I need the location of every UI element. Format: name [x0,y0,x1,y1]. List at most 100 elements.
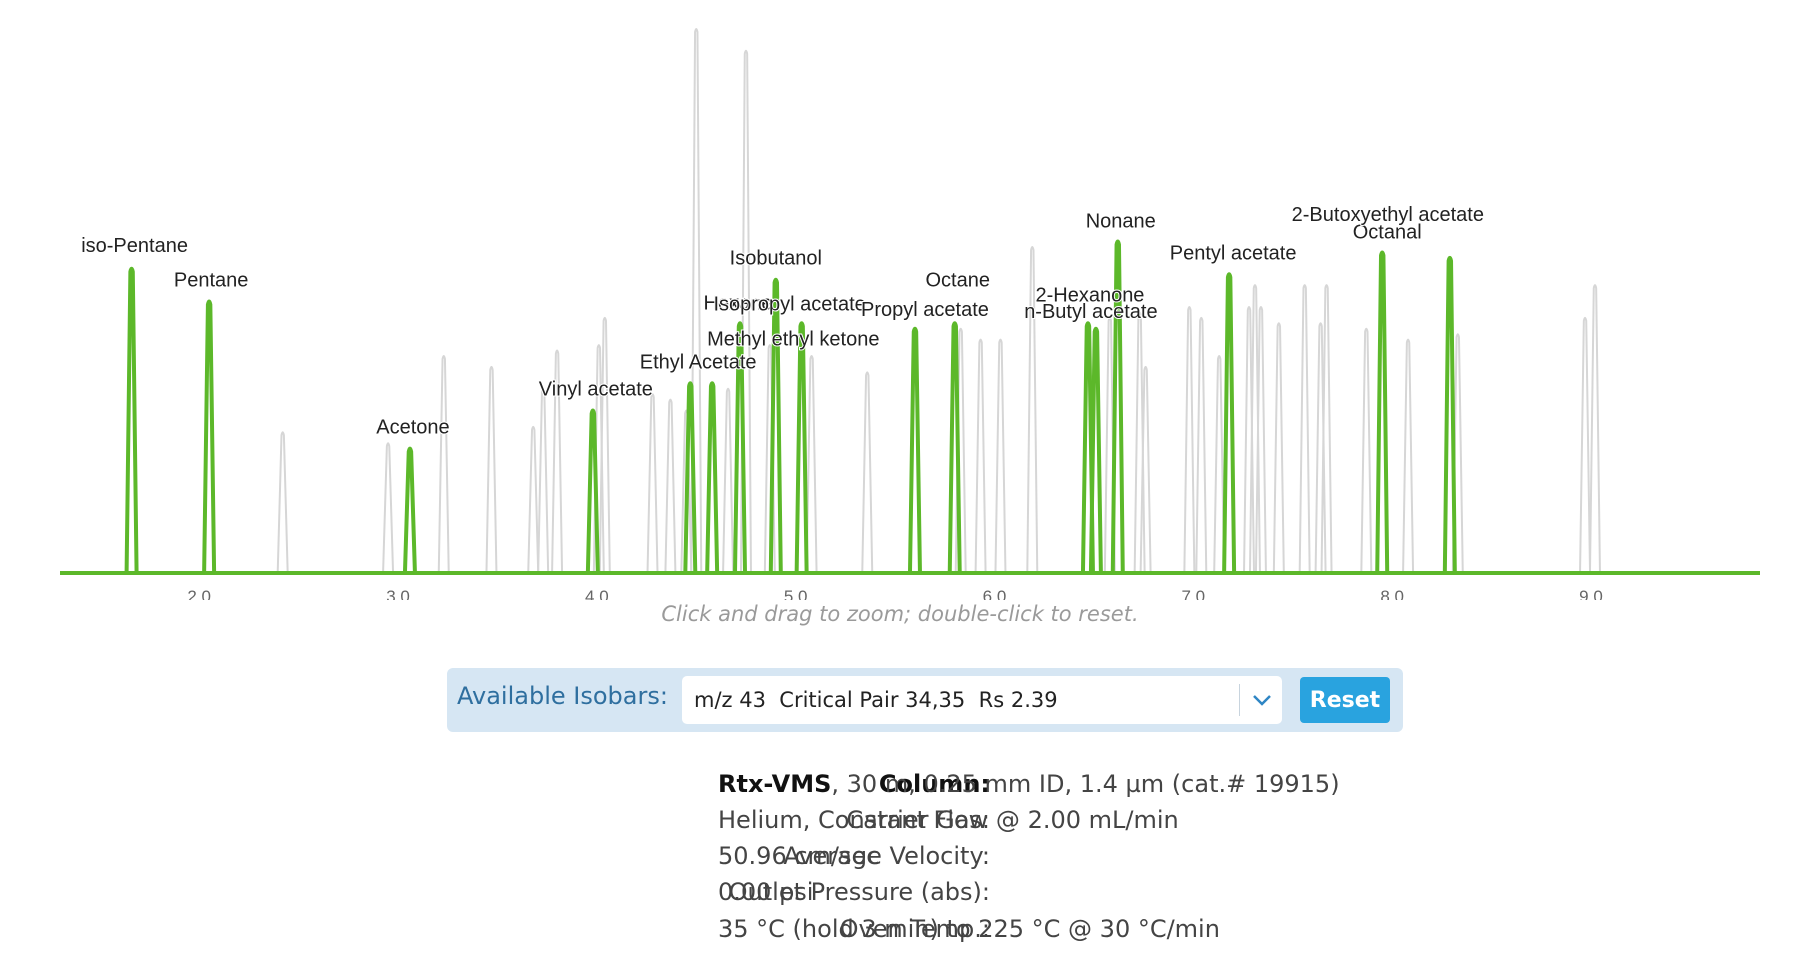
peak-ethyl-acetate[interactable] [705,381,720,574]
background-peak [1451,333,1464,574]
peak-label: Octane [925,269,989,291]
background-peak [1243,305,1256,574]
background-peak [1360,327,1373,574]
background-peak [1320,284,1333,574]
peak-label: Acetone [376,417,449,439]
background-peak [527,425,540,574]
peak-isopropyl-acetate[interactable] [794,321,809,574]
background-peak [1213,355,1226,574]
peak-2-hexanone[interactable] [1080,321,1095,574]
background-peak [1133,311,1146,574]
peak-label: iso-Pentane [81,235,188,257]
velocity-key: Average Velocity: [783,842,990,870]
x-tick-label: 4.0 [585,587,609,600]
isobar-toolbar: Available Isobars: m/z 43 Critical Pair … [447,668,1403,732]
background-peak [537,387,550,574]
background-peak [1402,338,1415,574]
peak-iso-pentane[interactable] [124,266,139,574]
background-peak [382,442,395,574]
isobar-select[interactable]: m/z 43 Critical Pair 34,35 Rs 2.39 [682,676,1282,724]
background-peak [994,338,1007,574]
peak-label: Pentane [174,270,249,292]
x-tick-label: 6.0 [983,587,1007,600]
peak-label: Ethyl Acetate [640,351,757,373]
background-peak [1026,246,1039,574]
x-tick-label: 7.0 [1182,587,1206,600]
peak-label: Propyl acetate [861,299,989,321]
peak-label: Nonane [1086,211,1156,233]
background-peak [861,371,874,574]
carrier-gas-key: Carrier Gas: [846,806,990,834]
peak-octanal[interactable] [1375,250,1390,574]
peak-vinyl-acetate[interactable] [585,408,600,574]
background-peak [722,387,735,574]
pressure-key: Outlet Pressure (abs): [728,878,990,906]
chromatogram-chart[interactable]: 2.0 3.0 4.0 5.0 6.0 7.0 8.0 9.0 iso-Pentane Pent… [0,0,1800,640]
peak-label: 2-Hexanone [1035,284,1144,306]
isobar-label: Available Isobars: [457,682,668,710]
background-peak [1195,316,1208,574]
peak-label: Hexane [704,292,773,314]
background-peak [1103,316,1116,574]
background-peak [974,338,987,574]
background-peak [1314,322,1327,574]
peak-nonane[interactable] [1110,239,1125,574]
carrier-gas-value: Helium, Constant Flow @ 2.00 mL/min [718,806,1179,834]
select-divider [1239,684,1240,716]
peak-label: Pentyl acetate [1170,242,1297,264]
peak-label: Isopropyl acetate [713,293,865,315]
background-peak [954,327,967,574]
background-peak [276,431,289,574]
background-peak [646,393,659,574]
peak-hexane[interactable] [733,321,747,574]
background-peak [1298,284,1311,574]
velocity-row: Average Velocity: 50.96 cm/sec [300,842,1500,876]
peak-label: Methyl ethyl ketone [707,328,879,350]
peak-propyl-acetate[interactable] [907,326,922,574]
highlighted-peaks [124,239,1457,574]
x-tick-label: 9.0 [1579,587,1603,600]
peak-pentyl-acetate[interactable] [1222,272,1237,574]
peak-label: n-Butyl acetate [1024,301,1157,323]
x-tick-label: 5.0 [784,587,808,600]
x-axis-ticks: 2.0 3.0 4.0 5.0 6.0 7.0 8.0 9.0 [187,587,1602,600]
reset-button[interactable]: Reset [1300,677,1390,723]
peak-label: Isobutanol [730,248,822,270]
background-peak [664,398,677,574]
peak-label: Vinyl acetate [539,379,653,401]
column-specs: , 30 m, 0.25 mm ID, 1.4 µm (cat.# 19915) [831,770,1340,798]
peak-2-butoxyethyl-acetate[interactable] [1442,255,1457,574]
peak-labels: iso-Pentane Pentane Acetone Vinyl acetate Et… [80,203,1485,440]
oven-temp-row: Oven Temp.: 35 °C (hold 3 min) to 225 °C… [300,915,1500,949]
chevron-down-icon[interactable] [1248,686,1276,714]
peak-isobutanol[interactable] [768,277,783,574]
background-peaks [276,28,1601,574]
velocity-value: 50.96 cm/sec [718,842,880,870]
oven-temp-value: 35 °C (hold 3 min) to 225 °C @ 30 °C/min [718,915,1220,943]
background-peak [690,28,703,574]
background-peak [739,49,752,574]
background-peak [1139,365,1152,574]
peak-octane[interactable] [947,321,962,574]
column-key: Column: [878,770,990,798]
background-peak [1272,322,1285,574]
column-row: Column: Rtx-VMS, 30 m, 0.25 mm ID, 1.4 µ… [300,770,1500,804]
peak-methyl-ethyl-ketone[interactable] [683,381,698,574]
background-peak [592,344,605,574]
peak-acetone[interactable] [402,446,417,574]
background-peak [551,349,564,574]
background-peak [1254,305,1267,574]
peak-n-butyl-acetate[interactable] [1088,326,1103,574]
background-peak [437,355,450,574]
background-peak [1248,284,1261,574]
background-peak [805,355,818,574]
column-name: Rtx-VMS [718,770,832,798]
zoom-hint: Click and drag to zoom; double-click to … [661,602,1139,626]
x-tick-label: 3.0 [386,587,410,600]
background-peak [1183,305,1196,574]
pressure-value: 0.00 psi [718,878,814,906]
peak-label: Octanal [1353,221,1422,243]
peak-pentane[interactable] [202,299,217,574]
x-tick-label: 2.0 [187,587,211,600]
chromatogram-plot[interactable]: 2.0 3.0 4.0 5.0 6.0 7.0 8.0 9.0 iso-Pentane Pent… [0,0,1800,600]
